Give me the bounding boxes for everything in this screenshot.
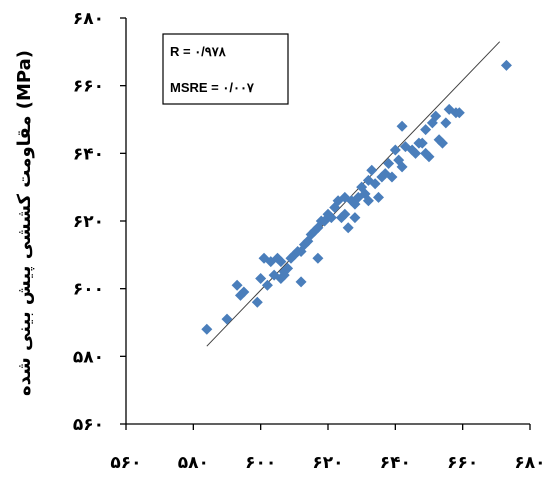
data-point	[285, 252, 297, 264]
data-point	[430, 110, 442, 122]
data-point	[389, 144, 401, 156]
x-tick-label: ۶۰۰	[245, 453, 276, 473]
y-tick-label: ۶۴۰	[73, 144, 104, 164]
y-axis-label: مقاومت کششی پیش بینی شده (MPa)	[14, 50, 35, 396]
data-point	[453, 107, 465, 119]
data-point	[275, 256, 287, 268]
data-point	[261, 279, 273, 291]
stats-box: R = ۰/۹۷۸ MSRE = ۰/۰۰۷	[162, 33, 289, 105]
data-point	[325, 212, 337, 224]
regression-line	[206, 41, 501, 347]
data-point	[282, 262, 294, 274]
data-point	[416, 137, 428, 149]
y-tick-label: ۶۰۰	[73, 280, 104, 300]
data-point	[440, 117, 452, 129]
data-point	[349, 212, 361, 224]
data-point	[410, 147, 422, 159]
data-point	[436, 137, 448, 149]
y-tick-label: ۶۶۰	[73, 77, 104, 97]
data-point	[238, 286, 250, 298]
y-tick-label: ۶۲۰	[73, 212, 104, 232]
data-point	[255, 273, 267, 285]
x-tick-label: ۶۸۰	[514, 453, 545, 473]
data-point	[312, 252, 324, 264]
y-tick-label: ۶۸۰	[73, 9, 104, 29]
data-point	[420, 124, 432, 136]
data-point	[386, 171, 398, 183]
x-tick-label: ۶۴۰	[380, 453, 411, 473]
data-point	[396, 120, 408, 132]
x-tick-label: ۵۶۰	[110, 453, 141, 473]
stats-box-frame	[162, 33, 289, 105]
data-point	[369, 178, 381, 190]
x-tick-label: ۶۲۰	[312, 453, 343, 473]
x-tick-label: ۵۸۰	[178, 453, 209, 473]
data-point	[201, 323, 213, 335]
x-tick-label: ۶۶۰	[447, 453, 478, 473]
data-point	[373, 191, 384, 203]
data-point	[423, 151, 435, 163]
data-point	[383, 157, 395, 169]
y-tick-label: ۵۸۰	[73, 347, 104, 367]
data-point	[295, 276, 307, 288]
data-point	[342, 222, 354, 234]
data-point	[500, 59, 512, 71]
y-tick-label: ۵۶۰	[73, 415, 104, 435]
data-point	[362, 195, 374, 207]
msre-value-label: MSRE = ۰/۰۰۷	[170, 80, 255, 95]
y-axis-title: مقاومت کششی پیش بینی شده (MPa)	[14, 50, 35, 396]
data-point	[221, 313, 233, 325]
data-point	[339, 208, 351, 220]
r-value-label: R = ۰/۹۷۸	[170, 44, 227, 59]
plot-area: ۵۶۰ ۵۸۰ ۶۰۰ ۶۲۰ ۶۴۰ ۶۶۰ ۶۸۰ ۵۶۰ ۵۸۰ ۶۰۰ ۶۲۰ ۶۴۰ ۶۶۰ ۶…	[73, 9, 545, 473]
data-point	[366, 164, 378, 176]
data-point	[251, 296, 263, 308]
data-point	[231, 279, 243, 291]
data-point	[396, 161, 408, 173]
